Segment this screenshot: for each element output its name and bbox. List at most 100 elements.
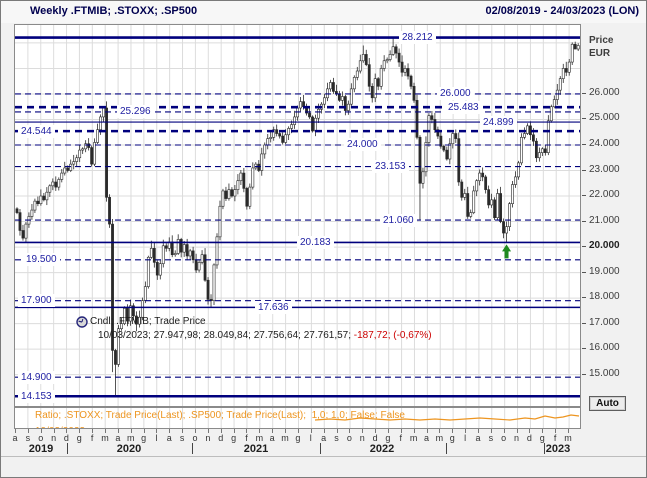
candlestick-plot[interactable] [15, 25, 580, 406]
level-label: 26.000 [437, 87, 474, 101]
main-chart-panel[interactable]: Cndl; .FTMIB; Trade Price 10/03/2023; 27… [14, 24, 581, 407]
month-tick [246, 429, 248, 433]
month-tick [117, 429, 119, 433]
legend-ohlc-line: 10/03/2023; 27.947,98; 28.049,84; 27.756… [98, 330, 432, 341]
month-tick [465, 429, 467, 433]
bottom-strip [1, 456, 646, 477]
month-tick [529, 429, 531, 433]
month-tick [413, 429, 415, 433]
month-label: g [231, 433, 237, 443]
ratio-legend-clipped: 10/03/2023; [35, 426, 88, 428]
price-tick [582, 92, 586, 94]
month-label: g [449, 433, 455, 443]
year-tick [446, 443, 447, 454]
month-tick [233, 429, 235, 433]
year-label: 2020 [116, 443, 142, 455]
title-bar: Weekly .FTMIB; .STOXX; .SP500 02/08/2019… [1, 1, 646, 23]
interval-clock-icon[interactable] [76, 316, 88, 328]
auto-scale-button[interactable]: Auto [589, 396, 626, 411]
month-tick [439, 429, 441, 433]
month-label: f [399, 433, 403, 443]
price-tick-label: 20.000 [589, 240, 620, 252]
month-tick [130, 429, 132, 433]
level-label: 21.060 [380, 213, 417, 227]
month-label: o [501, 433, 507, 443]
year-label: 2023 [545, 443, 571, 455]
month-tick [336, 429, 338, 433]
price-tick-label: 22.000 [589, 189, 620, 201]
month-tick [143, 429, 145, 433]
month-label: a [166, 433, 172, 443]
level-label: 14.153 [18, 389, 55, 403]
month-tick [105, 429, 107, 433]
price-tick-label: 26.000 [589, 86, 620, 98]
month-label: g [385, 433, 391, 443]
month-tick [272, 429, 274, 433]
month-label: l [309, 433, 312, 443]
level-label: 20.183 [297, 235, 334, 249]
month-label: n [51, 433, 57, 443]
green-arrow-annotation [502, 244, 512, 259]
month-label: g [539, 433, 545, 443]
legend-change-negative: -187,72; (-0,67%) [353, 330, 432, 341]
price-tick [582, 169, 586, 171]
legend-ohlc-values: 10/03/2023; 27.947,98; 28.049,84; 27.756… [98, 330, 354, 341]
month-label: m [126, 433, 135, 443]
month-tick [92, 429, 94, 433]
date-range: 02/08/2019 - 24/03/2023 (LON) [485, 5, 639, 17]
month-label: d [526, 433, 532, 443]
month-tick [195, 429, 197, 433]
month-label: m [435, 433, 444, 443]
month-tick [182, 429, 184, 433]
month-tick [53, 429, 55, 433]
ratio-subchart-panel[interactable]: Ratio; .STOXX; Trade Price(Last); .SP500… [14, 407, 581, 429]
month-label: o [346, 433, 352, 443]
price-tick [582, 220, 586, 222]
price-tick-label: 15.000 [589, 367, 620, 379]
legend-series-line[interactable]: Cndl; .FTMIB; Trade Price [90, 316, 206, 327]
month-tick [567, 429, 569, 433]
year-label: 2021 [243, 443, 269, 455]
year-tick [320, 443, 321, 454]
price-tick [582, 195, 586, 197]
month-tick [285, 429, 287, 433]
price-tick-label: 23.000 [589, 163, 620, 175]
month-label: d [372, 433, 378, 443]
month-tick [169, 429, 171, 433]
month-label: f [245, 433, 248, 443]
month-label: s [334, 433, 339, 443]
month-tick [297, 429, 299, 433]
month-label: n [359, 433, 365, 443]
month-tick [27, 429, 29, 433]
ratio-legend[interactable]: Ratio; .STOXX; Trade Price(Last); .SP500… [35, 410, 405, 421]
price-tick-label: 17.000 [589, 316, 620, 328]
year-tick [544, 443, 545, 454]
month-label: a [321, 433, 327, 443]
month-tick [15, 429, 16, 433]
month-label: s [488, 433, 494, 443]
level-label: 24.899 [480, 115, 517, 129]
level-label: 17.636 [255, 300, 292, 314]
price-tick-label: 25.000 [589, 112, 620, 124]
month-tick [79, 429, 81, 433]
price-tick [582, 118, 586, 120]
month-label: a [115, 433, 121, 443]
price-tick-label: 24.000 [589, 137, 620, 149]
month-label: l [464, 433, 467, 443]
month-label: g [295, 433, 301, 443]
month-tick [310, 429, 312, 433]
month-tick [542, 429, 544, 433]
month-label: s [25, 433, 31, 443]
month-label: n [205, 433, 211, 443]
price-tick [582, 271, 586, 273]
month-label: l [155, 433, 158, 443]
level-label: 24.000 [344, 138, 381, 152]
month-label: a [269, 433, 275, 443]
month-label: m [409, 433, 418, 443]
price-tick [582, 373, 586, 375]
month-tick [503, 429, 505, 433]
ratio-line-plot[interactable] [15, 408, 580, 428]
level-label: 28.212 [399, 31, 436, 45]
month-label: s [179, 433, 185, 443]
